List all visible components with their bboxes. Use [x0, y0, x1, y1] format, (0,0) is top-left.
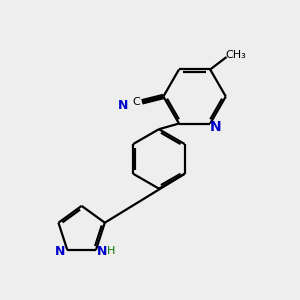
Text: N: N — [210, 120, 221, 134]
Text: CH₃: CH₃ — [226, 50, 246, 60]
Text: N: N — [55, 245, 65, 258]
Text: H: H — [106, 247, 115, 256]
Text: N: N — [118, 99, 129, 112]
Text: N: N — [97, 245, 108, 258]
Text: C: C — [133, 98, 140, 107]
